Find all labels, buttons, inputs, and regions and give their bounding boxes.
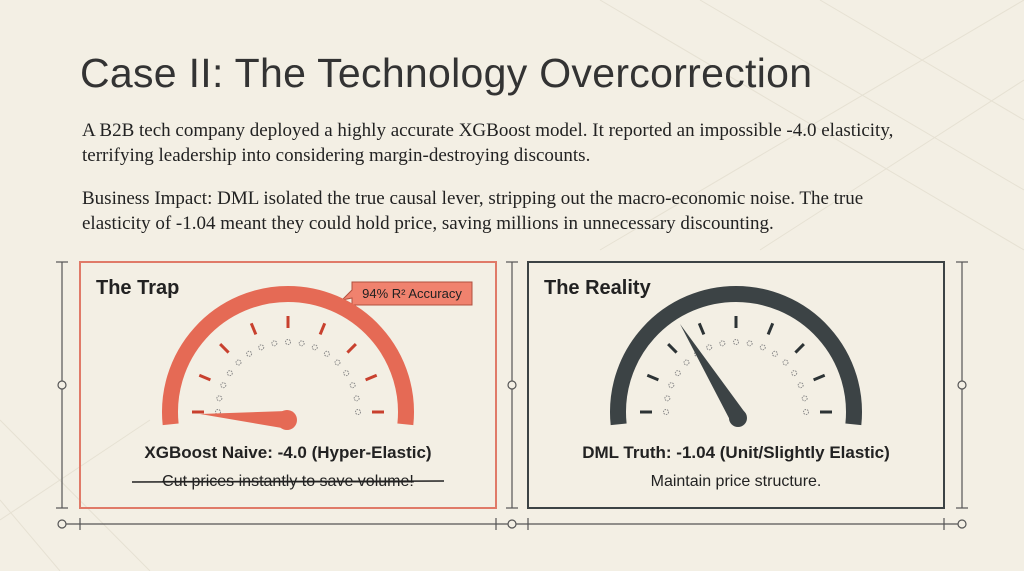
gauge-tick: [198, 373, 211, 382]
needle: [680, 324, 746, 422]
gauge-dot: [334, 359, 341, 366]
gauge-dot: [323, 350, 330, 357]
gauge-tick: [365, 373, 378, 382]
gauge-dot: [733, 339, 739, 345]
gauge-tick: [794, 343, 805, 354]
gauge-arc: [162, 286, 414, 426]
gauge-dot: [803, 409, 809, 415]
gauge-dot: [663, 409, 669, 415]
gauge-dot: [226, 370, 233, 377]
gauge-tick: [813, 373, 826, 382]
paragraph: A B2B tech company deployed a highly acc…: [82, 120, 894, 166]
gauge-dot: [759, 344, 766, 351]
gauge-tick: [766, 322, 775, 335]
gauge: [162, 286, 414, 426]
gauge-dot: [220, 382, 227, 389]
gauge-tick: [646, 373, 659, 382]
title: Case II: The Technology Overcorrection: [80, 50, 813, 96]
gauge-tick: [318, 322, 327, 335]
caption: XGBoost Naive: -4.0 (Hyper-Elastic): [144, 443, 431, 462]
rulers: [56, 261, 968, 530]
caption: DML Truth: -1.04 (Unit/Slightly Elastic): [582, 443, 890, 462]
gauge-dot: [353, 395, 360, 402]
gauge-tick: [219, 343, 230, 354]
gauge-dot: [782, 359, 789, 366]
needle-hub: [277, 410, 297, 430]
gauge-tick: [346, 343, 357, 354]
gauge-dot: [271, 340, 278, 347]
gauge-dot: [258, 344, 265, 351]
gauge-dot: [216, 395, 223, 402]
gauge-dot: [235, 359, 242, 366]
gauge-dot: [668, 382, 675, 389]
gauge-dot: [311, 344, 318, 351]
panel-title: The Trap: [96, 277, 179, 299]
gauge-dot: [674, 370, 681, 377]
gauge-dot: [343, 370, 350, 377]
gauge-dot: [801, 395, 808, 402]
gauge-dot: [298, 340, 305, 347]
gauge-dot: [771, 350, 778, 357]
trap-panel: [79, 261, 497, 509]
gauge-dot: [746, 340, 753, 347]
gauge-dot: [664, 395, 671, 402]
gauge-dot: [355, 409, 361, 415]
gauge-dot: [797, 382, 804, 389]
needle: [200, 411, 288, 429]
gauge-dot: [719, 340, 726, 347]
gauge-dot: [246, 350, 253, 357]
gauge-tick: [667, 343, 678, 354]
gauge-dot: [706, 344, 713, 351]
panel-title: The Reality: [544, 277, 652, 299]
gauge-arc: [610, 286, 862, 426]
gauge-tick: [697, 322, 706, 335]
gauge-tick: [249, 322, 258, 335]
paragraph: Business Impact: DML isolated the true c…: [82, 188, 864, 234]
strike: [131, 480, 445, 483]
note: Maintain price structure.: [651, 473, 822, 490]
badge-text: 94% R² Accuracy: [362, 286, 462, 301]
gauge-dot: [683, 359, 690, 366]
gauge-dot: [285, 339, 291, 345]
accuracy-badge: [340, 281, 473, 306]
gauge-dot: [349, 382, 356, 389]
needle-hub: [729, 409, 747, 427]
reality-panel: [527, 261, 945, 509]
gauge-dot: [791, 370, 798, 377]
